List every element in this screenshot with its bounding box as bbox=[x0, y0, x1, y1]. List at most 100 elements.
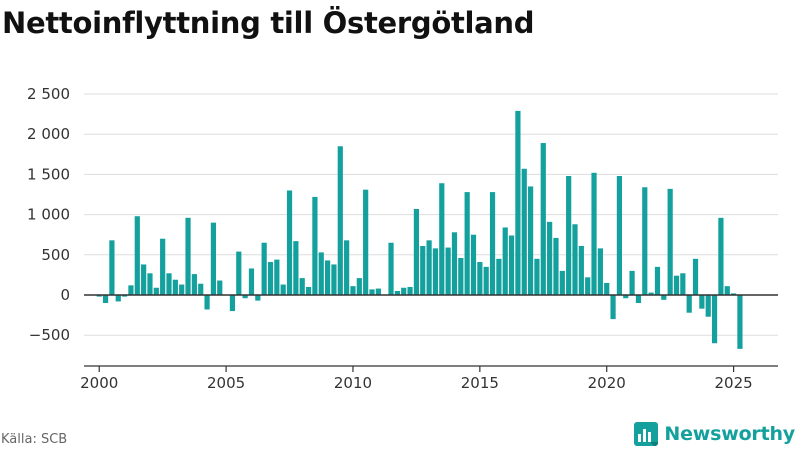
bar bbox=[147, 273, 153, 295]
bar bbox=[528, 186, 534, 295]
bar bbox=[591, 172, 597, 295]
bar bbox=[585, 277, 591, 295]
bar bbox=[635, 295, 642, 304]
bar bbox=[692, 258, 699, 295]
bar bbox=[236, 251, 242, 295]
bar bbox=[464, 192, 470, 295]
bar bbox=[160, 238, 166, 295]
bar bbox=[705, 295, 711, 317]
bar bbox=[102, 295, 109, 304]
bar bbox=[711, 295, 718, 344]
bar bbox=[566, 176, 572, 295]
bar bbox=[115, 295, 121, 302]
bar bbox=[356, 278, 362, 295]
bar bbox=[407, 286, 413, 295]
bar bbox=[96, 295, 102, 297]
bar bbox=[363, 189, 369, 295]
bar bbox=[375, 288, 381, 295]
bar bbox=[648, 292, 654, 295]
bar bbox=[280, 284, 286, 295]
bar bbox=[369, 289, 375, 295]
bar bbox=[185, 217, 191, 295]
bar bbox=[515, 110, 521, 295]
bar bbox=[242, 295, 248, 299]
bar bbox=[204, 295, 210, 310]
bar bbox=[388, 242, 394, 295]
bar bbox=[553, 237, 559, 295]
x-tick-label: 2005 bbox=[207, 374, 245, 392]
bar bbox=[629, 270, 635, 295]
y-tick-label: 2 500 bbox=[27, 85, 70, 103]
bar-series bbox=[96, 110, 743, 349]
bar bbox=[604, 282, 610, 295]
bar bbox=[623, 295, 629, 299]
bar bbox=[394, 290, 400, 295]
bar bbox=[718, 217, 724, 295]
bar bbox=[458, 258, 464, 295]
bar bbox=[559, 270, 565, 295]
bar bbox=[134, 216, 140, 295]
bar bbox=[198, 283, 204, 295]
bar bbox=[572, 224, 578, 295]
bar bbox=[610, 295, 616, 320]
bar bbox=[547, 221, 553, 295]
bar bbox=[642, 187, 648, 295]
bar bbox=[508, 235, 515, 295]
bar bbox=[305, 286, 312, 295]
bar bbox=[312, 196, 318, 295]
bar bbox=[337, 146, 343, 295]
bar bbox=[122, 295, 128, 297]
bar bbox=[267, 262, 274, 295]
x-tick-label: 2000 bbox=[80, 374, 118, 392]
bar bbox=[432, 248, 439, 295]
bar bbox=[217, 280, 223, 295]
bar bbox=[540, 143, 546, 295]
y-tick-label: −500 bbox=[29, 326, 70, 344]
bar bbox=[318, 252, 324, 295]
bar bbox=[616, 176, 623, 295]
bar bbox=[179, 284, 185, 295]
bar bbox=[299, 278, 305, 295]
chart-title: Nettoinflyttning till Östergötland bbox=[2, 6, 535, 40]
bar bbox=[420, 245, 426, 295]
bar bbox=[451, 232, 458, 295]
bar bbox=[496, 258, 502, 295]
x-tick-label: 2020 bbox=[588, 374, 626, 392]
x-tick-label: 2025 bbox=[715, 374, 753, 392]
bar bbox=[261, 242, 267, 295]
bar bbox=[255, 295, 261, 301]
bar bbox=[293, 241, 299, 295]
bar bbox=[477, 262, 483, 295]
bar bbox=[483, 266, 489, 295]
bar bbox=[153, 287, 159, 295]
bar bbox=[141, 264, 147, 295]
bar bbox=[325, 260, 331, 295]
y-tick-label: 0 bbox=[60, 286, 70, 304]
brand[interactable]: Newsworthy bbox=[634, 420, 795, 448]
bar bbox=[210, 222, 217, 295]
bar bbox=[439, 183, 445, 295]
bar bbox=[699, 295, 705, 309]
bar bbox=[445, 247, 451, 295]
bar bbox=[534, 258, 540, 295]
bar bbox=[286, 190, 293, 295]
y-tick-label: 1 500 bbox=[27, 165, 70, 183]
brand-name: Newsworthy bbox=[664, 423, 795, 445]
bar bbox=[730, 293, 737, 295]
y-tick-label: 500 bbox=[41, 246, 70, 264]
bar bbox=[109, 240, 115, 295]
x-tick-label: 2010 bbox=[334, 374, 372, 392]
bar bbox=[274, 259, 280, 295]
y-axis-tick-labels: −500 0 500 1 000 1 500 2 000 2 500 bbox=[27, 85, 70, 344]
bar bbox=[724, 286, 730, 295]
bar bbox=[673, 275, 680, 295]
bar bbox=[667, 188, 673, 295]
bar bbox=[654, 266, 661, 295]
bar bbox=[489, 192, 496, 295]
bar bbox=[661, 295, 667, 300]
bar bbox=[597, 248, 603, 295]
grid-lines bbox=[84, 93, 778, 336]
bar bbox=[172, 279, 178, 295]
bar bbox=[521, 168, 527, 295]
